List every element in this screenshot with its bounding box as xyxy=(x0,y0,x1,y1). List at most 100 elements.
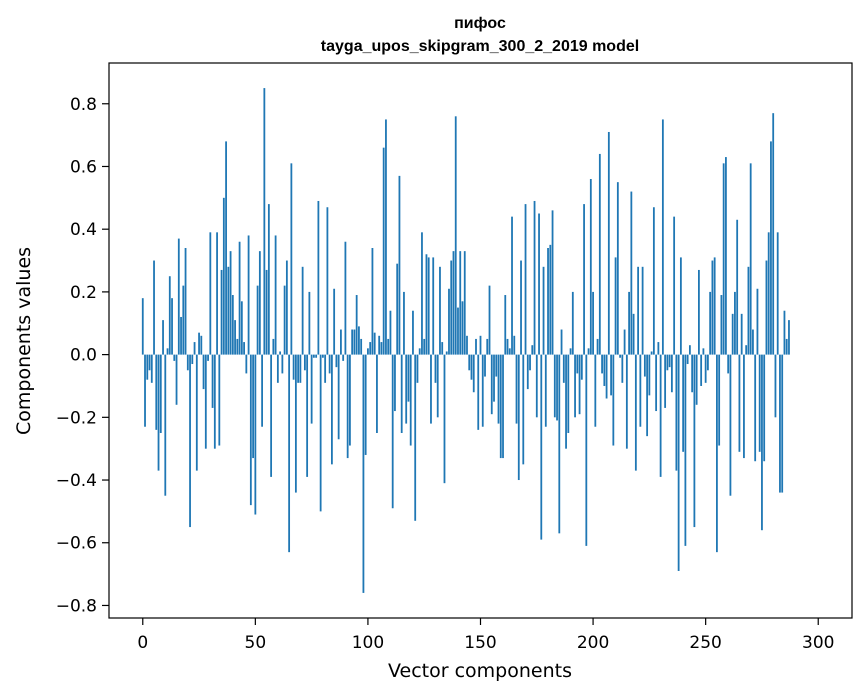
bar xyxy=(488,285,491,355)
bar xyxy=(421,232,423,355)
bar xyxy=(607,131,610,355)
bar xyxy=(745,345,748,355)
bar xyxy=(517,354,520,481)
bar xyxy=(709,291,712,355)
bar xyxy=(436,354,439,418)
bar xyxy=(180,316,182,355)
bar xyxy=(682,354,685,452)
y-tick-label: 0.8 xyxy=(70,95,97,115)
x-axis-ticks: 0 50 100 150 200 250 300 xyxy=(137,618,834,653)
bar xyxy=(594,354,597,427)
bar xyxy=(569,348,572,355)
bar xyxy=(148,354,151,371)
bar xyxy=(245,354,248,374)
bar xyxy=(558,354,561,534)
bar xyxy=(677,354,680,571)
bar xyxy=(711,260,714,355)
bar xyxy=(265,269,268,355)
bar xyxy=(707,354,709,371)
bar xyxy=(376,354,378,433)
bar xyxy=(743,354,745,459)
bar xyxy=(718,354,721,446)
bar xyxy=(463,251,466,355)
bar xyxy=(502,354,504,459)
bar xyxy=(508,348,511,355)
y-tick-label: 0.6 xyxy=(70,157,97,177)
y-tick-label: −0.6 xyxy=(56,534,97,554)
bar xyxy=(551,210,554,355)
bar xyxy=(294,354,297,493)
bar xyxy=(367,348,369,355)
bar xyxy=(625,354,628,449)
bar xyxy=(256,285,259,355)
bar xyxy=(736,219,739,355)
bar xyxy=(319,354,322,512)
y-tick-label: 0.0 xyxy=(70,346,97,366)
bar xyxy=(168,276,171,355)
bar xyxy=(542,266,545,355)
bar xyxy=(321,354,324,358)
bar xyxy=(452,251,455,355)
bar xyxy=(734,291,736,355)
bar xyxy=(702,348,705,355)
bar xyxy=(646,354,649,437)
bar xyxy=(283,285,286,355)
bar xyxy=(666,354,669,371)
bar xyxy=(738,354,741,452)
bar xyxy=(589,179,592,355)
bar xyxy=(162,320,164,355)
bar xyxy=(729,354,732,496)
bar xyxy=(704,354,707,383)
bar xyxy=(317,200,320,355)
bar xyxy=(506,338,509,355)
bar xyxy=(184,248,187,355)
bar xyxy=(668,354,671,368)
bar xyxy=(484,354,486,377)
bar xyxy=(547,248,549,355)
bar xyxy=(448,288,450,355)
bar xyxy=(279,351,282,355)
bar xyxy=(288,354,291,553)
bar xyxy=(412,310,414,355)
y-tick-label: −0.4 xyxy=(56,471,97,491)
y-axis-ticks: −0.8 −0.6 −0.4 −0.2 0.0 0.2 0.4 0.6 0.8 xyxy=(56,95,109,616)
bar xyxy=(722,163,725,355)
y-tick-label: −0.2 xyxy=(56,408,97,428)
bar xyxy=(513,335,516,355)
bar xyxy=(186,354,189,371)
bar xyxy=(141,298,144,355)
bar xyxy=(583,204,585,355)
bar xyxy=(198,332,200,355)
bar xyxy=(650,351,653,355)
bar xyxy=(556,354,558,421)
bar xyxy=(385,119,387,355)
bar xyxy=(486,338,489,355)
bar xyxy=(544,354,547,427)
bar xyxy=(301,266,304,355)
bar xyxy=(328,354,331,374)
bar xyxy=(758,354,761,452)
bar xyxy=(470,354,473,380)
bar xyxy=(740,313,743,355)
bar xyxy=(362,354,365,593)
bar xyxy=(670,354,673,393)
bar xyxy=(727,354,730,374)
bar xyxy=(378,335,381,355)
bar xyxy=(490,354,493,415)
bar xyxy=(349,354,351,446)
bar xyxy=(605,354,608,399)
bar xyxy=(380,342,383,355)
bar xyxy=(261,354,263,427)
bar xyxy=(781,354,784,493)
bar xyxy=(209,232,212,355)
bar xyxy=(596,338,599,355)
bar xyxy=(475,338,477,355)
bar xyxy=(531,345,534,355)
bar xyxy=(754,354,757,462)
chart-title: пифос xyxy=(454,15,506,32)
bar xyxy=(358,326,360,355)
bar xyxy=(195,354,198,471)
bar xyxy=(562,354,565,383)
bar xyxy=(535,354,538,418)
bar xyxy=(756,288,759,355)
